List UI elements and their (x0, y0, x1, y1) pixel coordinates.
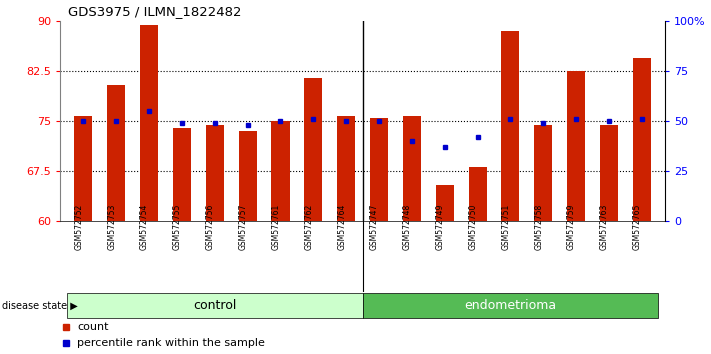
Bar (67, 292, 363, 318)
Bar (140, 24, 158, 221)
Bar (173, 128, 191, 221)
Text: GDS3975 / ILMN_1822482: GDS3975 / ILMN_1822482 (68, 5, 241, 18)
Bar (304, 78, 322, 221)
Text: GSM572757: GSM572757 (239, 204, 247, 250)
Text: endometrioma: endometrioma (464, 299, 557, 312)
Text: GSM572764: GSM572764 (337, 204, 346, 250)
Text: GSM572752: GSM572752 (75, 204, 83, 250)
Text: GSM572761: GSM572761 (272, 204, 281, 250)
Bar (633, 58, 651, 221)
Text: GSM572755: GSM572755 (173, 204, 182, 250)
Bar (205, 125, 224, 221)
Text: GSM572751: GSM572751 (501, 204, 510, 250)
Bar (75, 116, 92, 221)
Text: GSM572747: GSM572747 (370, 204, 379, 250)
Text: GSM572754: GSM572754 (140, 204, 149, 250)
Bar (403, 116, 421, 221)
Bar (239, 131, 257, 221)
Bar (534, 125, 552, 221)
Bar (567, 71, 585, 221)
Text: GSM572762: GSM572762 (304, 204, 314, 250)
Text: GSM572749: GSM572749 (436, 204, 444, 250)
Text: GSM572748: GSM572748 (403, 204, 412, 250)
Bar (272, 121, 289, 221)
Text: percentile rank within the sample: percentile rank within the sample (77, 338, 265, 348)
Text: GSM572765: GSM572765 (633, 204, 642, 250)
Bar (363, 292, 658, 318)
Text: GSM572759: GSM572759 (567, 204, 576, 250)
Text: GSM572753: GSM572753 (107, 204, 117, 250)
Text: GSM572756: GSM572756 (205, 204, 215, 250)
Bar (370, 118, 388, 221)
Text: count: count (77, 321, 109, 332)
Text: GSM572758: GSM572758 (534, 204, 543, 250)
Text: disease state ▶: disease state ▶ (2, 300, 78, 310)
Bar (501, 31, 520, 221)
Text: GSM572763: GSM572763 (600, 204, 609, 250)
Bar (600, 125, 618, 221)
Text: GSM572750: GSM572750 (469, 204, 478, 250)
Bar (337, 116, 356, 221)
Bar (436, 184, 454, 221)
Text: control: control (193, 299, 237, 312)
Bar (107, 85, 125, 221)
Bar (469, 167, 486, 221)
